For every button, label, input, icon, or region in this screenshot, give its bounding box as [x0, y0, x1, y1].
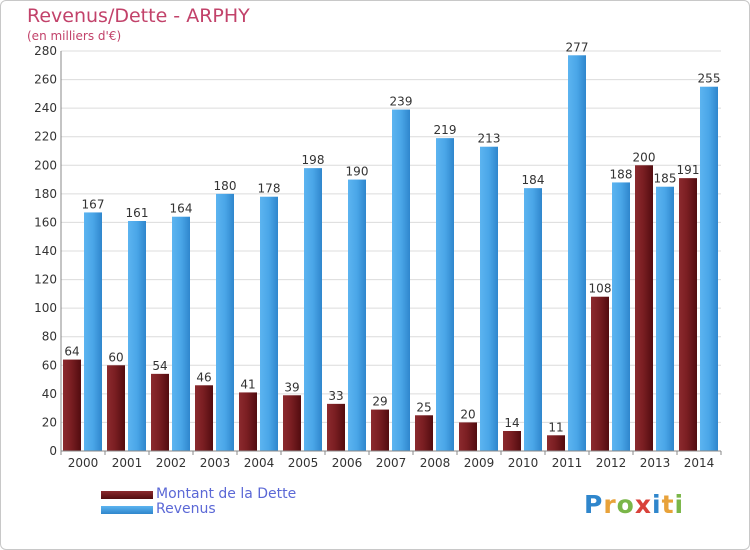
debt-value-label: 29	[372, 395, 387, 409]
y-tick-label: 120	[34, 273, 57, 287]
legend-label-debt: Montant de la Dette	[156, 486, 297, 502]
x-tick-label: 2013	[640, 456, 671, 470]
debt-bar	[195, 385, 213, 451]
debt-bar	[283, 395, 301, 451]
revenue-value-label: 190	[346, 165, 369, 179]
revenue-bar	[84, 212, 102, 451]
revenue-value-label: 198	[302, 153, 325, 167]
revenue-bar	[348, 179, 366, 452]
y-tick-label: 20	[42, 415, 57, 429]
debt-bar	[371, 409, 389, 451]
x-tick-label: 2001	[112, 456, 143, 470]
legend-swatch-revenue	[101, 506, 153, 514]
debt-value-label: 39	[284, 380, 299, 394]
debt-bar	[503, 431, 521, 451]
revenue-value-label: 164	[170, 202, 193, 216]
x-tick-label: 2009	[464, 456, 495, 470]
debt-value-label: 33	[328, 389, 343, 403]
debt-bar	[327, 403, 345, 451]
revenue-bar	[656, 186, 674, 451]
revenue-value-label: 178	[258, 182, 281, 196]
revenue-bar	[568, 55, 586, 452]
y-tick-label: 260	[34, 73, 57, 87]
debt-value-label: 191	[677, 163, 700, 177]
revenue-value-label: 180	[214, 179, 237, 193]
legend-label-revenue: Revenus	[156, 501, 216, 517]
revenue-bar	[392, 109, 410, 452]
revenue-value-label: 239	[390, 95, 413, 109]
x-tick-label: 2000	[68, 456, 99, 470]
y-tick-label: 100	[34, 301, 57, 315]
debt-value-label: 46	[196, 370, 211, 384]
debt-bar	[415, 415, 433, 451]
debt-bar	[239, 392, 257, 451]
debt-value-label: 54	[152, 359, 167, 373]
revenue-bar	[172, 216, 190, 451]
debt-value-label: 11	[548, 420, 563, 434]
revenue-value-label: 219	[434, 123, 457, 137]
y-tick-label: 0	[49, 444, 57, 458]
debt-bar	[151, 373, 169, 451]
x-tick-label: 2002	[156, 456, 187, 470]
revenue-bar	[216, 193, 234, 451]
y-tick-label: 240	[34, 101, 57, 115]
x-tick-label: 2004	[244, 456, 275, 470]
y-tick-label: 280	[34, 44, 57, 58]
x-tick-label: 2005	[288, 456, 319, 470]
y-tick-label: 200	[34, 158, 57, 172]
y-tick-label: 160	[34, 215, 57, 229]
revenue-bar	[436, 138, 454, 451]
debt-bar	[63, 359, 81, 451]
debt-value-label: 108	[589, 282, 612, 296]
debt-bar	[107, 365, 125, 451]
revenue-bar	[700, 86, 718, 451]
revenue-value-label: 161	[126, 206, 149, 220]
debt-value-label: 25	[416, 400, 431, 414]
chart-title: Revenus/Dette - ARPHY	[27, 5, 250, 27]
revenue-value-label: 167	[82, 197, 105, 211]
debt-value-label: 64	[64, 345, 79, 359]
revenue-bar	[304, 168, 322, 451]
debt-bar	[459, 422, 477, 451]
debt-value-label: 20	[460, 407, 475, 421]
revenue-value-label: 255	[698, 72, 721, 86]
y-tick-label: 180	[34, 187, 57, 201]
y-tick-label: 220	[34, 130, 57, 144]
x-tick-label: 2006	[332, 456, 363, 470]
x-tick-label: 2010	[508, 456, 539, 470]
revenue-bar	[524, 188, 542, 451]
x-tick-label: 2014	[684, 456, 715, 470]
revenue-bar	[260, 196, 278, 451]
revenue-value-label: 185	[654, 172, 677, 186]
revenue-value-label: 213	[478, 132, 501, 146]
debt-value-label: 60	[108, 350, 123, 364]
revenue-bar	[128, 221, 146, 451]
revenue-value-label: 277	[566, 40, 589, 54]
x-tick-label: 2007	[376, 456, 407, 470]
debt-value-label: 200	[633, 150, 656, 164]
y-tick-label: 40	[42, 387, 57, 401]
x-tick-label: 2003	[200, 456, 231, 470]
revenue-value-label: 188	[610, 167, 633, 181]
debt-value-label: 41	[240, 377, 255, 391]
debt-value-label: 14	[504, 416, 519, 430]
x-tick-label: 2012	[596, 456, 627, 470]
debt-bar	[591, 296, 609, 451]
x-tick-label: 2008	[420, 456, 451, 470]
x-tick-label: 2011	[552, 456, 583, 470]
legend-swatch-debt	[101, 491, 153, 499]
revenue-bar	[480, 146, 498, 451]
chart-subtitle: (en milliers d'€)	[27, 29, 122, 43]
revenue-bar	[612, 182, 630, 451]
proxiti-logo: Proxiti	[584, 490, 685, 519]
y-tick-label: 80	[42, 330, 57, 344]
debt-bar	[547, 435, 565, 451]
debt-bar	[679, 178, 697, 451]
revenue-value-label: 184	[522, 173, 545, 187]
y-tick-label: 60	[42, 358, 57, 372]
debt-bar	[635, 165, 653, 452]
y-tick-label: 140	[34, 244, 57, 258]
